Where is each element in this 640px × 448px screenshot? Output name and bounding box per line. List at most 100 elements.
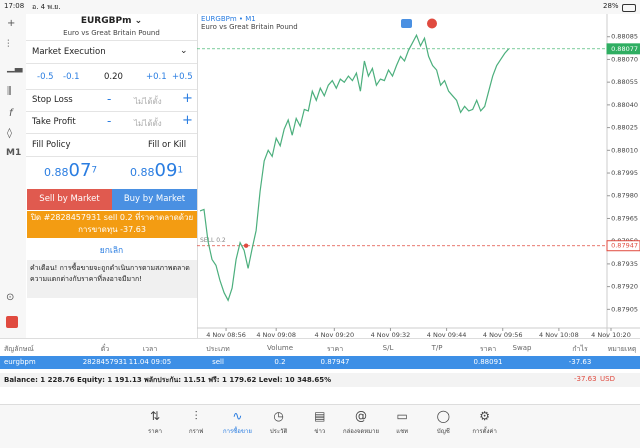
volume-step[interactable]: +0.1: [146, 72, 167, 82]
tab-label[interactable]: บัญชี: [436, 428, 450, 435]
take-profit-value[interactable]: ไม่ได้ตั้ง: [134, 119, 162, 128]
volume[interactable]: 0.20: [104, 72, 123, 82]
status-time: 17:08: [4, 2, 25, 10]
tab-label[interactable]: กล่องจดหมาย: [342, 428, 380, 435]
cell: 11.04 09:05: [128, 358, 172, 366]
cell: 0.2: [274, 358, 286, 366]
x-tick-label: 4 Nov 09:32: [371, 331, 411, 338]
take-profit-label: Take Profit: [32, 117, 76, 127]
search-icon[interactable]: ⊙: [6, 292, 15, 303]
ask-price: 0.88091: [130, 160, 183, 181]
price-tag: [606, 240, 640, 252]
summary-bar: [0, 373, 640, 387]
tab-label[interactable]: ราคา: [148, 428, 162, 435]
plus[interactable]: +: [182, 113, 193, 128]
volume-step[interactable]: -0.5: [37, 72, 54, 82]
indicators-icon[interactable]: ▁▃: [7, 62, 23, 73]
left-toolbar: + ⫶ ▁▃ ⫼ f ◊ M1 ⊙: [0, 14, 27, 338]
column-header: ตั๋ว: [100, 345, 110, 353]
y-tick-label: 0.87935: [611, 260, 638, 268]
buy-button[interactable]: Buy by Market: [112, 189, 197, 210]
fill-policy-row[interactable]: Fill Policy Fill or Kill: [26, 134, 197, 157]
column-header: S/L: [382, 344, 394, 352]
tab-icon[interactable]: ⇅: [149, 409, 161, 423]
y-tick-label: 0.88070: [611, 55, 638, 63]
tab-label[interactable]: ประวัติ: [269, 428, 288, 435]
positions-panel: สัญลักษณ์ ตั๋ว เวลา ประเภท Volume ราคา S/L T/P ร…: [0, 338, 640, 405]
chart-button: [401, 19, 412, 28]
tab-label[interactable]: กราฟ: [188, 428, 204, 435]
stop-loss-row: Stop Loss - ไม่ได้ตั้ง +: [26, 90, 197, 112]
tab-icon[interactable]: ◯: [436, 409, 451, 423]
trade-icon[interactable]: [6, 316, 18, 328]
stop-loss-value[interactable]: ไม่ได้ตั้ง: [134, 97, 162, 106]
position-row[interactable]: eurgbpm 2828457931 11.04 09:05 sell 0.2 0.879…: [0, 356, 640, 369]
tab-icon[interactable]: ⚙: [479, 409, 490, 423]
timeframe[interactable]: M1: [6, 148, 22, 158]
chart-title: EURGBPm • M1: [201, 15, 256, 23]
tab-bar: ⇅ ราคา ⫶ กราฟ ∿ การซื้อขาย ◷ ประวัติ ▤ ข่าว @ กล่อง…: [0, 404, 640, 448]
column-header: T/P: [431, 344, 443, 352]
function-icon[interactable]: f: [9, 108, 13, 119]
minus[interactable]: -: [107, 92, 112, 106]
currency: USD: [600, 375, 615, 383]
y-tick-label: 0.87920: [611, 283, 638, 291]
fill-policy-label: Fill Policy: [32, 140, 71, 150]
column-header: ราคา: [326, 345, 344, 353]
y-tick-label: 0.88010: [611, 146, 638, 154]
volume-step[interactable]: +0.5: [172, 72, 193, 82]
tab-icon[interactable]: ⫶: [194, 409, 198, 423]
volume-step[interactable]: -0.1: [63, 72, 80, 82]
settings-icon[interactable]: ⫼: [7, 86, 12, 97]
ask-prefix: 0.88: [130, 166, 155, 179]
column-header: Swap: [512, 344, 532, 352]
tab-label[interactable]: แชท: [396, 428, 409, 435]
y-tick-label: 0.87905: [611, 305, 638, 313]
cell: eurgbpm: [4, 358, 36, 366]
column-header: ราคา: [479, 345, 497, 353]
tab-icon[interactable]: ▤: [314, 409, 326, 423]
column-header: เวลา: [142, 345, 158, 353]
tab-icon[interactable]: ◷: [273, 409, 284, 423]
close-button[interactable]: ปิด #2828457931 sell 0.2 ที่ราคาตลาดด้วย…: [27, 211, 197, 238]
y-tick-label: 0.87965: [611, 214, 638, 222]
objects-icon[interactable]: ◊: [7, 128, 12, 139]
crosshair-icon[interactable]: +: [7, 18, 16, 29]
tab-label[interactable]: การตั้งค่า: [472, 428, 497, 435]
tab-label[interactable]: การซื้อขาย: [222, 428, 252, 435]
price-tag-label: 0.87947: [611, 242, 638, 250]
execution-row[interactable]: Market Execution ⌄: [26, 40, 197, 64]
execution: Market Execution: [32, 47, 106, 57]
x-tick-label: 4 Nov 09:20: [314, 331, 354, 338]
column-header: Volume: [266, 344, 294, 352]
symbol-text: EURGBPm: [80, 16, 132, 26]
entry-marker: [243, 243, 249, 248]
battery-icon: [622, 4, 636, 12]
x-tick-label: 4 Nov 09:08: [256, 331, 296, 338]
plus[interactable]: +: [182, 91, 193, 106]
y-tick-label: 0.87980: [611, 192, 638, 200]
battery: 28%: [603, 2, 619, 10]
sell-button[interactable]: Sell by Market: [27, 189, 112, 210]
total-profit: -37.63: [574, 375, 597, 383]
y-tick-label: 0.88040: [611, 101, 638, 109]
price-tag: [606, 43, 640, 55]
y-tick-label: 0.87995: [611, 169, 638, 177]
cancel-button[interactable]: ยกเลิก: [99, 246, 124, 256]
bid-big: 07: [68, 160, 92, 181]
symbol[interactable]: EURGBPm ⌄: [80, 16, 143, 26]
minus[interactable]: -: [107, 114, 112, 128]
ask-sup: 1: [177, 165, 184, 176]
tab-icon[interactable]: ▭: [396, 409, 408, 423]
cell: sell: [212, 358, 224, 366]
status-bar: 17:08 อ. 4 พ.ย. 28%: [0, 0, 640, 14]
cell: 2828457931: [82, 358, 128, 366]
tab-icon[interactable]: @: [355, 409, 367, 423]
tab-label[interactable]: ข่าว: [314, 428, 326, 435]
volume-row: -0.5 -0.1 0.20 +0.1 +0.5: [26, 63, 197, 90]
candles-icon[interactable]: ⫶: [7, 39, 10, 50]
tab-icon[interactable]: ∿: [232, 409, 243, 423]
summary: Balance: 1 228.76 Equity: 1 191.13 พลักป…: [4, 376, 332, 384]
